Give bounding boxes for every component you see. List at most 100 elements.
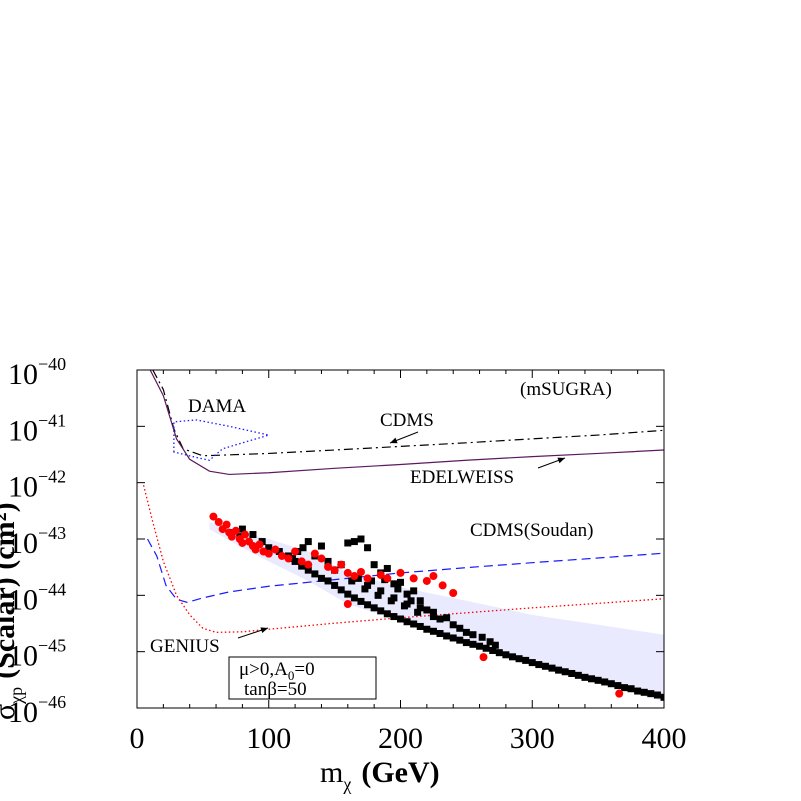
black-square-point: [364, 544, 372, 552]
svg-text:μ>0,A0=0: μ>0,A0=0: [239, 659, 315, 683]
black-square-point: [476, 642, 484, 650]
red-dot-point: [615, 689, 624, 698]
red-dot-point: [291, 547, 300, 556]
black-square-point: [403, 618, 411, 626]
black-square-point: [653, 691, 661, 699]
red-dot-point: [383, 574, 392, 583]
red-dot-point: [238, 538, 247, 547]
axis-ticks: [136, 369, 665, 709]
black-square-point: [357, 535, 365, 543]
red-dot-point: [479, 653, 488, 662]
black-square-point: [449, 621, 457, 629]
msugra-tag: (mSUGRA): [520, 379, 612, 400]
black-square-point: [423, 606, 431, 614]
black-square-point: [555, 666, 563, 674]
curve-dama: [173, 419, 272, 461]
black-square-point: [275, 547, 283, 555]
black-square-point: [324, 557, 332, 565]
black-square-point: [265, 544, 273, 552]
black-square-point: [478, 633, 486, 641]
black-square-point: [614, 682, 622, 690]
y-tick-label: 10−45: [8, 636, 66, 673]
black-square-point: [588, 675, 596, 683]
black-square-point: [522, 656, 530, 664]
tick-labels: 0 100 200 300 400 10−40 10−41 10−42 10−43 10−44 10…: [8, 354, 687, 755]
black-square-point: [456, 624, 464, 632]
black-square-point: [238, 525, 246, 533]
red-dot-point: [304, 560, 313, 569]
black-square-point: [364, 581, 372, 589]
curve-edelweiss: [149, 370, 664, 476]
black-square-point: [423, 625, 431, 633]
curve-labels: CDMS EDELWEISS CDMS(Soudan) GENIUS DAMA: [150, 396, 594, 657]
params-line1-rest: =0: [294, 659, 314, 680]
black-square-point: [344, 590, 352, 598]
black-square-point: [370, 561, 378, 569]
black-square-point: [486, 638, 494, 646]
black-square-point: [429, 627, 437, 635]
curve-cdms: [152, 370, 664, 457]
black-square-point: [416, 597, 424, 605]
x-tick-label: 0: [130, 722, 145, 755]
y-tick-label: 10−42: [8, 467, 66, 504]
black-square-point: [387, 597, 395, 605]
black-square-point: [370, 604, 378, 612]
black-square-point: [414, 608, 422, 616]
black-square-point: [443, 632, 451, 640]
black-square-point: [354, 574, 362, 582]
red-dot-point: [209, 512, 218, 521]
black-square-point: [528, 659, 536, 667]
label-arrowhead: [557, 457, 565, 464]
y-axis-title: σχp(Scalar) (cm²): [0, 502, 26, 720]
black-square-point: [410, 620, 418, 628]
x-tick-label: 300: [510, 722, 555, 755]
black-square-point: [331, 581, 339, 589]
black-square-point: [368, 577, 376, 585]
black-square-point: [383, 610, 391, 618]
red-dot-point: [343, 600, 352, 609]
black-square-point: [449, 634, 457, 642]
exclusion-curves: [142, 370, 664, 634]
black-square-point: [397, 615, 404, 623]
black-square-point: [634, 687, 642, 695]
black-square-point: [515, 655, 523, 663]
black-square-point: [640, 688, 648, 696]
params-box: μ>0,A0=0 tanβ=50: [228, 656, 377, 700]
black-square-point: [407, 597, 415, 605]
red-dot-point: [297, 557, 306, 566]
black-square-point: [350, 594, 358, 602]
black-square-point: [364, 601, 372, 609]
black-square-point: [660, 693, 664, 701]
red-dot-point: [241, 530, 250, 539]
black-square-point: [620, 684, 628, 692]
params-line1: μ>0,A: [239, 659, 288, 680]
red-dot-point: [284, 554, 293, 563]
params-line1-sub: 0: [288, 668, 295, 683]
black-square-point: [535, 661, 543, 669]
red-dot-point: [317, 554, 326, 563]
red-dot-point: [376, 570, 385, 579]
black-square-point: [502, 651, 510, 659]
x-tick-label: 200: [378, 722, 423, 755]
black-square-point: [574, 671, 582, 679]
black-square-point: [647, 690, 655, 698]
black-square-point: [337, 586, 345, 594]
black-square-point: [350, 538, 358, 546]
black-square-point: [377, 607, 385, 615]
black-square-point: [410, 587, 418, 595]
y-tick-label: 10−41: [8, 410, 66, 447]
black-square-point: [568, 669, 576, 677]
red-dot-point: [396, 568, 405, 577]
black-square-point: [311, 570, 319, 578]
black-square-point: [403, 590, 411, 598]
red-dot-point: [449, 589, 458, 598]
label-genius: GENIUS: [150, 636, 220, 657]
red-dot-point: [264, 549, 273, 558]
red-dot-point: [222, 520, 231, 529]
black-square-point: [416, 604, 424, 612]
red-dot-point: [277, 551, 286, 560]
red-dot-point: [363, 574, 372, 583]
black-square-point: [361, 585, 369, 593]
black-square-point: [390, 580, 398, 588]
black-square-point: [456, 636, 464, 644]
